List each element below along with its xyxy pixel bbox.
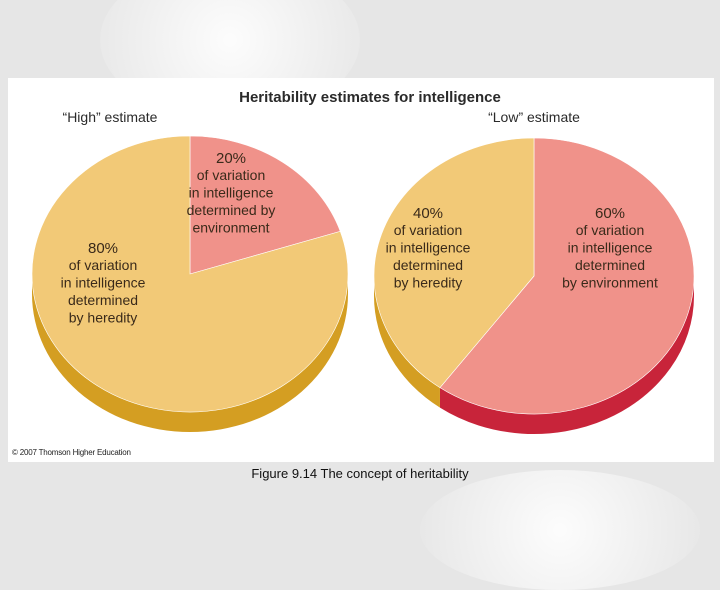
slice-percent-label: 80% (88, 240, 118, 257)
slice-description-label: of variation (69, 257, 137, 273)
slice-description-label: by heredity (69, 310, 137, 326)
slice-description-label: of variation (197, 167, 265, 183)
slice-percent-label: 60% (595, 205, 625, 222)
slice-description-label: of variation (394, 222, 462, 238)
slice-description-label: determined by (187, 202, 276, 218)
pie-slice (31, 135, 349, 413)
pie-slice-side (439, 276, 694, 434)
copyright-notice: © 2007 Thomson Higher Education (12, 448, 131, 457)
pie-subtitle: “High” estimate (63, 109, 158, 125)
pie-slice-side (374, 276, 440, 408)
figure-caption: Figure 9.14 The concept of heritability (251, 466, 469, 481)
heritability-chart: Heritability estimates for intelligence “… (31, 89, 695, 434)
slice-description-label: by environment (562, 275, 658, 291)
slice-description-label: determined (68, 292, 138, 308)
slice-description-label: in intelligence (386, 240, 471, 256)
slice-description-label: in intelligence (568, 240, 653, 256)
chart-title: Heritability estimates for intelligence (239, 89, 501, 106)
slice-description-label: determined (575, 257, 645, 273)
slice-description-label: by heredity (394, 275, 462, 291)
slice-percent-label: 40% (413, 205, 443, 222)
slice-description-label: determined (393, 257, 463, 273)
pie-slice (189, 135, 341, 275)
slice-description-label: in intelligence (61, 275, 146, 291)
figure-panel: Heritability estimates for intelligence “… (8, 78, 714, 462)
slice-description-label: environment (192, 220, 269, 236)
slice-description-label: of variation (576, 222, 644, 238)
pie-slice (439, 137, 695, 415)
slice-description-label: in intelligence (189, 185, 274, 201)
pie-subtitle: “Low” estimate (488, 109, 580, 125)
slice-percent-label: 20% (216, 150, 246, 167)
pie-slice (373, 137, 535, 389)
background-glow (420, 470, 700, 590)
